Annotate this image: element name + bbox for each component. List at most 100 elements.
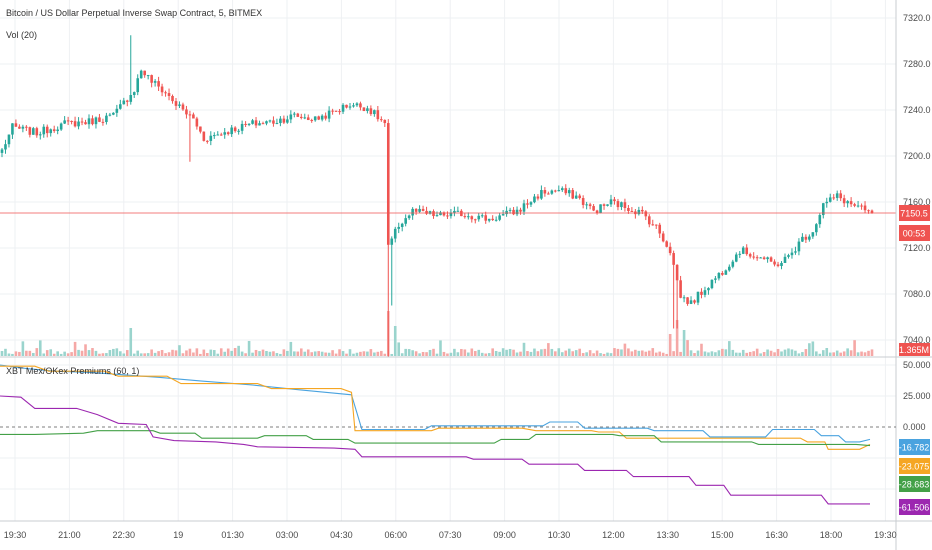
volume-bar (498, 351, 501, 356)
volume-bar (105, 353, 108, 356)
volume-bar (463, 349, 467, 356)
volume-bar (428, 349, 432, 356)
volume-bar (261, 349, 265, 356)
volume-bar (136, 350, 140, 356)
candle-body (745, 247, 749, 255)
candle-body (682, 297, 686, 299)
volume-bar (359, 351, 362, 356)
volume-bar (501, 348, 505, 356)
volume-bar (543, 348, 547, 356)
candle-body (327, 110, 331, 119)
volume-bar (745, 352, 749, 356)
volume-bar (397, 342, 401, 356)
candle-body (442, 212, 446, 216)
volume-bar (296, 351, 300, 356)
volume-bar (366, 351, 369, 356)
volume-bar (411, 350, 414, 356)
volume-bar (369, 349, 373, 356)
candle-body (195, 118, 199, 127)
candle-body (171, 95, 174, 102)
volume-bar (515, 352, 519, 356)
price-axis[interactable]: 7320.0 7280.0 7240.0 7200.0 7160.0 7120.0 7080… (903, 13, 931, 345)
time-tick-label: 10:30 (548, 530, 571, 540)
candle-body (477, 215, 481, 220)
candle-body (856, 205, 860, 207)
volume-bar (240, 351, 244, 356)
candle-body (508, 209, 512, 211)
candle-body (174, 101, 178, 106)
volume-bar (540, 349, 543, 356)
volume-bar (7, 353, 11, 356)
volume-bar (717, 350, 721, 356)
volume-bar (49, 349, 53, 356)
last-price-value: 7150.5 (900, 209, 928, 219)
time-tick-label: 15:00 (711, 530, 734, 540)
volume-bar (11, 353, 14, 356)
volume-bar (613, 348, 616, 356)
volume-bar (762, 352, 766, 356)
candle-body (348, 106, 352, 108)
volume-bar (132, 353, 136, 356)
candle-body (407, 215, 411, 219)
candle-body (219, 134, 223, 136)
candle-body (411, 208, 414, 216)
candle-body (825, 201, 829, 204)
volume-bar (721, 348, 724, 356)
volume-bar (832, 352, 836, 356)
volume-bar (620, 349, 623, 356)
volume-bar (780, 351, 783, 356)
volume-bar (644, 351, 648, 356)
indicator-tick-label: 25.000 (903, 391, 931, 401)
candle-body (787, 255, 790, 257)
volume-bar (696, 350, 700, 356)
volume-bar (146, 353, 150, 356)
candle-body (752, 256, 755, 258)
candle-body (313, 116, 317, 121)
time-tick-label: 19 (173, 530, 183, 540)
volume-bar (835, 350, 839, 356)
candle-body (386, 123, 390, 245)
volume-bar (226, 348, 230, 356)
volume-bar (380, 350, 383, 356)
series-value-label: -28.683 (899, 480, 930, 490)
volume-bar (303, 351, 307, 356)
indicator-axis[interactable]: 50.000 25.000 0.000 (903, 360, 931, 432)
volume-bar (728, 341, 731, 356)
volume-bar (773, 352, 776, 356)
candle-body (717, 273, 721, 279)
candle-body (529, 202, 533, 205)
candle-body (352, 105, 355, 107)
time-tick-label: 03:00 (276, 530, 299, 540)
volume-bar (94, 350, 98, 356)
candle-body (467, 216, 470, 218)
volume-bar (244, 353, 247, 356)
chart-title: Bitcoin / US Dollar Perpetual Inverse Sw… (6, 8, 262, 18)
candle-body (679, 280, 682, 298)
volume-bar (623, 343, 627, 356)
candle-body (658, 224, 662, 234)
volume-bar (641, 350, 644, 356)
candle-body (146, 75, 150, 77)
volume-bar (352, 353, 355, 356)
volume-bar (846, 348, 849, 356)
time-axis[interactable]: 19:30 21:00 22:30 19 01:30 03:00 04:30 06:00 07:… (4, 530, 897, 540)
volume-bar (738, 352, 742, 356)
candle-body (268, 120, 272, 122)
volume-bar (856, 352, 860, 356)
indicator-tick-label: 0.000 (903, 422, 926, 432)
volume-bar (592, 353, 595, 356)
volume-bar (84, 344, 87, 356)
candle-body (324, 115, 327, 119)
volume-bar (421, 351, 425, 356)
volume-bar (766, 349, 769, 356)
candle-body (592, 206, 595, 211)
volume-bar (310, 352, 314, 356)
candle-body (87, 118, 91, 125)
candle-body (160, 86, 164, 93)
candle-body (240, 123, 244, 131)
volume-bar (32, 352, 35, 356)
volume-bar (112, 348, 115, 356)
volume-bar (547, 343, 550, 356)
candle-body (112, 112, 115, 115)
